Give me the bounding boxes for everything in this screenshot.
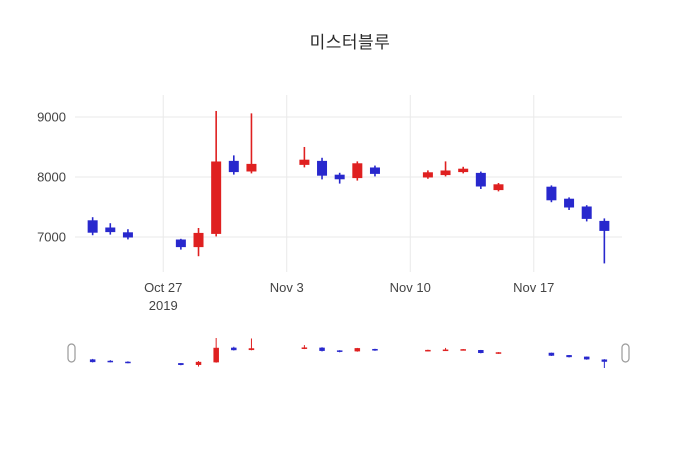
rangeslider-track[interactable] xyxy=(75,334,622,372)
candle[interactable] xyxy=(581,205,592,222)
candle[interactable] xyxy=(317,157,328,180)
candle[interactable] xyxy=(87,217,98,236)
mini-candle-body xyxy=(319,347,325,351)
candle-body xyxy=(440,170,451,176)
candle-body xyxy=(599,220,610,231)
x-tick-label: Oct 27 xyxy=(144,280,182,295)
candle[interactable] xyxy=(175,238,186,250)
candle-body xyxy=(546,186,557,201)
mini-candle-body xyxy=(231,347,237,351)
y-tick-label: 8000 xyxy=(37,169,66,184)
candle[interactable] xyxy=(193,228,204,257)
candle[interactable] xyxy=(228,155,239,175)
candle-body xyxy=(246,163,257,172)
mini-candle-body xyxy=(601,359,608,362)
candle[interactable] xyxy=(546,185,557,203)
candle-body xyxy=(105,227,116,233)
candle-body xyxy=(193,232,204,248)
candle[interactable] xyxy=(564,197,575,210)
candle[interactable] xyxy=(440,161,451,177)
y-tick-label: 9000 xyxy=(37,109,66,124)
mini-candle-body xyxy=(178,363,184,365)
candle-body xyxy=(422,172,433,178)
mini-candle-body xyxy=(495,352,502,354)
plot-area[interactable] xyxy=(75,95,622,272)
rangeslider-handle-right[interactable] xyxy=(621,343,630,363)
mini-candle-body xyxy=(478,350,484,354)
candle-body xyxy=(228,160,239,173)
candle[interactable] xyxy=(422,170,433,179)
mini-candle-body xyxy=(566,355,572,358)
candle-body xyxy=(352,163,363,179)
mini-candle-body xyxy=(336,350,343,352)
mini-candle-body xyxy=(248,348,255,351)
mini-candle-body xyxy=(372,348,378,351)
mini-candle-body xyxy=(460,349,466,351)
x-tick-sublabel: 2019 xyxy=(149,298,178,313)
rangeslider-handle-left[interactable] xyxy=(67,343,76,363)
candle-body xyxy=(175,239,186,248)
candle[interactable] xyxy=(211,110,222,237)
candle-body xyxy=(299,159,310,165)
candle-body xyxy=(87,220,98,233)
candle[interactable] xyxy=(122,229,133,240)
candle-body xyxy=(211,161,222,234)
chart-title: 미스터블루 xyxy=(309,33,391,52)
candle[interactable] xyxy=(599,218,610,264)
mini-candle-body xyxy=(89,359,96,363)
candle[interactable] xyxy=(105,223,116,235)
mini-candle-body xyxy=(125,361,131,364)
mini-candle-body xyxy=(354,348,361,352)
mini-candle-body xyxy=(301,347,308,349)
x-tick-label: Nov 10 xyxy=(390,280,431,295)
gridlines: 7000 8000 9000 Oct 27 2019 Nov 3 Nov 10 Nov 17 xyxy=(37,95,622,313)
mini-candle-body xyxy=(583,356,590,360)
candle-body xyxy=(334,174,345,180)
candle-body xyxy=(564,198,575,208)
candle[interactable] xyxy=(352,161,363,181)
candle[interactable] xyxy=(246,113,257,174)
mini-candle-body xyxy=(213,347,219,363)
mini-candle-body xyxy=(107,360,114,363)
candle[interactable] xyxy=(334,172,345,184)
candle-body xyxy=(369,167,380,174)
candle-body xyxy=(122,232,133,238)
candles xyxy=(87,110,610,264)
candle[interactable] xyxy=(369,165,380,177)
mini-candle-body xyxy=(425,349,431,352)
mini-candle-body xyxy=(548,352,555,356)
y-tick-label: 7000 xyxy=(37,230,66,245)
x-tick-label: Nov 17 xyxy=(513,280,554,295)
mini-candle-body xyxy=(195,361,202,365)
mini-candle-body xyxy=(442,349,449,352)
candle[interactable] xyxy=(475,171,486,189)
candle-body xyxy=(475,172,486,187)
candle-body xyxy=(581,206,592,219)
x-tick-label: Nov 3 xyxy=(270,280,304,295)
candle-body xyxy=(493,184,504,191)
candle[interactable] xyxy=(493,182,504,192)
candle[interactable] xyxy=(299,146,310,168)
rangeslider xyxy=(67,334,630,372)
candle-body xyxy=(317,160,328,176)
candle[interactable] xyxy=(458,166,469,174)
candle-body xyxy=(458,168,469,173)
